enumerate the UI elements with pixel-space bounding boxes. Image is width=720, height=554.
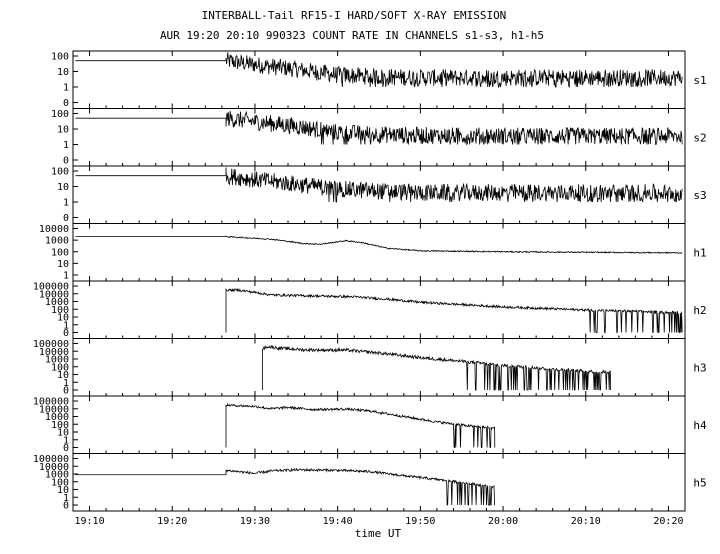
y-tick-label-h1: 100 <box>51 247 69 258</box>
y-tick-label-h1: 10 <box>57 259 69 270</box>
y-tick-label-h2: 1000 <box>45 297 69 308</box>
panels-group: 1001010s11001010s21001010s31000010001001… <box>33 50 707 527</box>
series-line-s2 <box>75 110 683 146</box>
y-tick-label-s1: 1 <box>63 83 69 94</box>
series-line-h4 <box>225 402 496 448</box>
y-tick-label-s2: 100 <box>51 109 69 120</box>
y-tick-label-s1: 10 <box>57 67 69 78</box>
y-tick-label-h4: 0 <box>63 443 69 454</box>
panel-frame-s2 <box>72 108 686 167</box>
channel-label-h3: h3 <box>693 361 706 374</box>
series-line-h2 <box>225 287 683 333</box>
x-axis-label: time UT <box>355 527 402 540</box>
y-tick-label-h3: 10 <box>57 370 69 381</box>
y-tick-label-h1: 1000 <box>45 236 69 247</box>
panel-frame-h5 <box>72 453 686 512</box>
channel-label-s1: s1 <box>693 74 706 87</box>
x-tick-label: 20:20 <box>653 516 683 527</box>
y-tick-label-h2: 1 <box>63 320 69 331</box>
y-tick-label-h5: 1 <box>63 493 69 504</box>
y-tick-label-h3: 1000 <box>45 355 69 366</box>
series-line-s3 <box>75 167 683 203</box>
chart-subtitle: AUR 19:20 20:10 990323 COUNT RATE IN CHA… <box>160 29 544 42</box>
y-tick-label-h5: 1000 <box>45 470 69 481</box>
channel-label-h5: h5 <box>693 476 706 489</box>
x-tick-label: 20:10 <box>571 516 601 527</box>
series-line-s1 <box>75 52 683 89</box>
y-tick-label-h5: 0 <box>63 501 69 512</box>
x-tick-label: 19:20 <box>157 516 187 527</box>
y-tick-label-h4: 1000 <box>45 412 69 423</box>
y-tick-label-h5: 100000 <box>33 454 69 465</box>
y-tick-label-h4: 10000 <box>39 404 69 415</box>
panel-frame-h3 <box>72 338 686 397</box>
y-tick-label-h2: 100000 <box>33 282 69 293</box>
x-tick-label: 20:00 <box>488 516 518 527</box>
y-tick-label-h2: 0 <box>63 328 69 339</box>
y-tick-label-h4: 100 <box>51 420 69 431</box>
panel-frame-h4 <box>72 395 686 454</box>
y-tick-label-h4: 100000 <box>33 397 69 408</box>
y-tick-label-h5: 10000 <box>39 462 69 473</box>
y-tick-label-s2: 10 <box>57 125 69 136</box>
y-tick-label-s2: 0 <box>63 156 69 167</box>
y-tick-label-h4: 10 <box>57 428 69 439</box>
chart-title: INTERBALL-Tail RF15-I HARD/SOFT X-RAY EM… <box>202 9 507 22</box>
y-tick-label-h1: 1 <box>63 271 69 282</box>
y-tick-label-h5: 10 <box>57 485 69 496</box>
series-line-h3 <box>261 345 611 391</box>
x-tick-label: 19:50 <box>405 516 435 527</box>
y-tick-label-s3: 0 <box>63 213 69 224</box>
channel-label-s3: s3 <box>693 189 706 202</box>
y-tick-label-h3: 1 <box>63 378 69 389</box>
y-tick-label-h3: 100000 <box>33 339 69 350</box>
y-tick-label-h3: 10000 <box>39 347 69 358</box>
channel-label-h1: h1 <box>693 246 706 259</box>
y-tick-label-s3: 100 <box>51 167 69 178</box>
channel-label-h2: h2 <box>693 304 706 317</box>
x-tick-label: 19:10 <box>74 516 104 527</box>
y-tick-label-s1: 0 <box>63 98 69 109</box>
y-tick-label-h2: 10000 <box>39 289 69 300</box>
x-tick-label: 19:40 <box>323 516 353 527</box>
channel-label-s2: s2 <box>693 131 706 144</box>
panel-frame-h2 <box>72 280 686 339</box>
y-tick-label-h3: 100 <box>51 362 69 373</box>
y-tick-label-s2: 1 <box>63 140 69 151</box>
y-tick-label-h2: 100 <box>51 305 69 316</box>
series-line-h5 <box>75 467 495 506</box>
y-tick-label-s3: 10 <box>57 182 69 193</box>
y-tick-label-h5: 100 <box>51 477 69 488</box>
y-tick-label-h1: 10000 <box>39 224 69 235</box>
y-tick-label-s3: 1 <box>63 198 69 209</box>
series-line-h1 <box>75 235 683 254</box>
y-tick-label-s1: 100 <box>51 52 69 63</box>
y-tick-label-h2: 10 <box>57 313 69 324</box>
y-tick-label-h3: 0 <box>63 386 69 397</box>
x-tick-label: 19:30 <box>240 516 270 527</box>
channel-label-h4: h4 <box>693 419 707 432</box>
y-tick-label-h4: 1 <box>63 435 69 446</box>
